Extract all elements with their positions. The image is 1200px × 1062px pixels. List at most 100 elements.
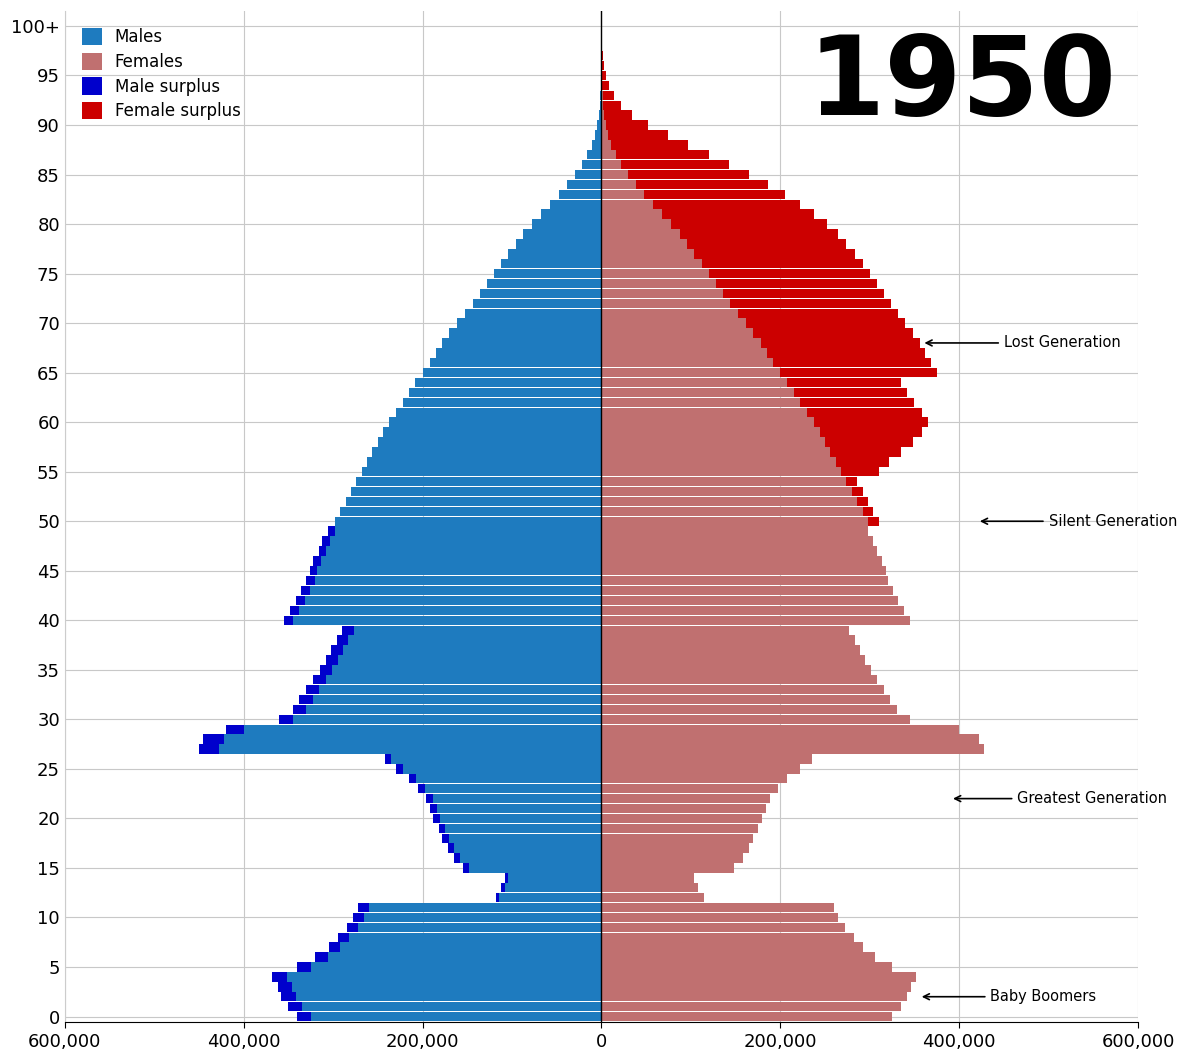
Bar <box>601 635 854 645</box>
Bar <box>773 358 930 367</box>
Bar <box>365 912 601 922</box>
Bar <box>601 942 863 952</box>
Bar <box>680 229 838 239</box>
Bar <box>601 348 767 358</box>
Bar <box>605 110 632 120</box>
Bar <box>738 309 899 318</box>
Bar <box>443 338 601 347</box>
Bar <box>582 160 601 169</box>
Bar <box>852 486 863 496</box>
Bar <box>601 784 778 793</box>
Bar <box>601 992 907 1001</box>
Bar <box>622 160 730 169</box>
Bar <box>358 923 601 932</box>
Bar <box>473 298 601 308</box>
Bar <box>226 724 244 734</box>
Bar <box>800 397 914 407</box>
Bar <box>601 220 671 228</box>
Bar <box>494 269 601 278</box>
Bar <box>601 626 850 635</box>
Bar <box>449 328 601 338</box>
Bar <box>601 735 979 743</box>
Bar <box>601 438 826 447</box>
Bar <box>863 507 874 516</box>
Bar <box>443 834 449 843</box>
Bar <box>601 150 616 159</box>
Bar <box>761 338 920 347</box>
Bar <box>604 101 622 110</box>
Bar <box>416 774 601 784</box>
Bar <box>716 279 877 288</box>
Bar <box>496 893 498 903</box>
Bar <box>295 596 305 605</box>
Bar <box>601 665 871 674</box>
Bar <box>601 824 758 833</box>
Text: Greatest Generation: Greatest Generation <box>955 791 1168 806</box>
Bar <box>290 605 299 615</box>
Bar <box>601 843 749 853</box>
Bar <box>601 110 605 120</box>
Bar <box>608 131 667 139</box>
Bar <box>601 695 890 704</box>
Bar <box>709 269 870 278</box>
Bar <box>460 854 601 862</box>
Bar <box>464 309 601 318</box>
Bar <box>601 794 769 803</box>
Bar <box>601 447 830 457</box>
Bar <box>601 279 716 288</box>
Bar <box>601 319 746 328</box>
Bar <box>341 507 601 516</box>
Bar <box>326 675 601 684</box>
Bar <box>601 616 910 626</box>
Bar <box>335 527 601 536</box>
Bar <box>480 289 601 298</box>
Bar <box>601 566 886 576</box>
Bar <box>601 516 868 526</box>
Bar <box>601 309 738 318</box>
Bar <box>601 962 892 972</box>
Bar <box>298 962 311 972</box>
Bar <box>636 179 768 189</box>
Bar <box>601 873 695 883</box>
Bar <box>445 824 601 833</box>
Bar <box>449 834 601 843</box>
Bar <box>456 319 601 328</box>
Bar <box>244 724 601 734</box>
Bar <box>337 655 601 665</box>
Bar <box>310 586 601 596</box>
Bar <box>601 209 662 219</box>
Bar <box>319 665 332 674</box>
Bar <box>469 863 601 873</box>
Bar <box>601 408 808 417</box>
Bar <box>329 942 341 952</box>
Bar <box>348 635 601 645</box>
Bar <box>611 140 688 150</box>
Bar <box>601 200 653 209</box>
Bar <box>595 131 601 139</box>
Bar <box>523 229 601 239</box>
Bar <box>601 378 787 388</box>
Bar <box>328 527 335 536</box>
Bar <box>601 972 917 981</box>
Bar <box>199 744 218 754</box>
Bar <box>288 1001 302 1011</box>
Bar <box>601 982 911 992</box>
Bar <box>409 774 416 784</box>
Bar <box>601 536 874 546</box>
Bar <box>601 893 704 903</box>
Bar <box>502 259 601 269</box>
Bar <box>601 923 845 932</box>
Bar <box>566 179 601 189</box>
Bar <box>601 754 811 764</box>
Bar <box>430 804 437 813</box>
Bar <box>601 774 786 784</box>
Bar <box>601 239 688 249</box>
Bar <box>841 467 878 477</box>
Bar <box>601 912 839 922</box>
Bar <box>702 259 863 269</box>
Bar <box>516 239 601 249</box>
Bar <box>313 675 326 684</box>
Bar <box>601 834 754 843</box>
Bar <box>541 209 601 219</box>
Bar <box>454 843 601 853</box>
